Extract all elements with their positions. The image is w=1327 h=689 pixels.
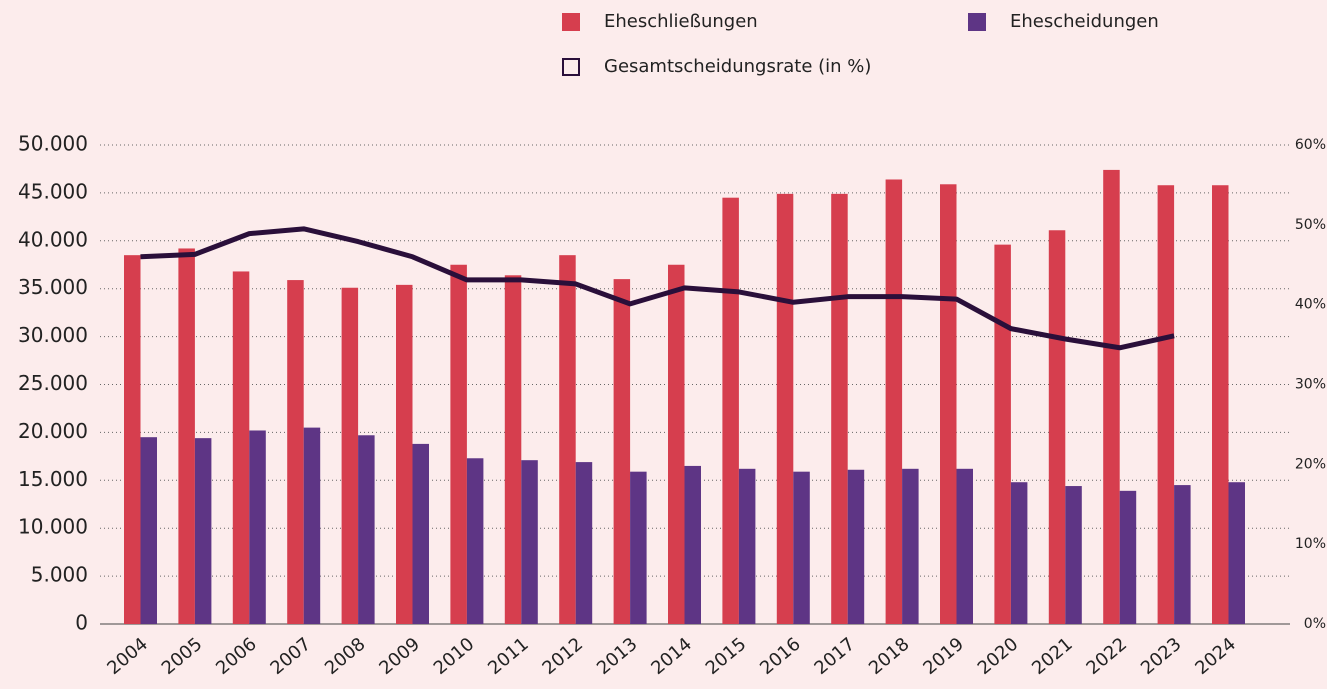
legend-swatch xyxy=(562,58,580,76)
y2-tick-label: 40% xyxy=(1295,297,1326,313)
y-tick-label: 25.000 xyxy=(18,371,88,395)
bar xyxy=(776,193,794,624)
x-tick-label: 2004 xyxy=(103,634,152,680)
bar xyxy=(847,469,865,624)
bar xyxy=(178,248,195,625)
x-tick-label: 2017 xyxy=(811,634,860,680)
bar xyxy=(303,427,321,624)
bar xyxy=(450,264,467,624)
bar xyxy=(684,465,701,624)
x-tick-label: 2010 xyxy=(430,634,479,680)
bar xyxy=(630,471,647,624)
x-tick-label: 2011 xyxy=(484,634,533,680)
x-tick-label: 2009 xyxy=(375,634,424,680)
bar xyxy=(341,287,359,624)
bar xyxy=(1048,230,1066,624)
x-tick-label: 2016 xyxy=(756,634,805,680)
x-tick-label: 2022 xyxy=(1083,634,1132,680)
bar xyxy=(287,280,304,624)
bar xyxy=(1174,485,1191,624)
y2-tick-label: 60% xyxy=(1295,137,1326,153)
bar xyxy=(521,460,538,624)
bar xyxy=(722,197,739,624)
bar xyxy=(940,184,957,624)
y2-tick-label: 20% xyxy=(1295,456,1326,472)
x-tick-label: 2008 xyxy=(321,634,370,680)
bar xyxy=(575,462,593,624)
legend-label: Eheschließungen xyxy=(604,11,758,32)
y-tick-label: 45.000 xyxy=(18,179,88,203)
bar xyxy=(358,435,375,624)
y2-tick-label: 0% xyxy=(1304,616,1326,632)
x-tick-label: 2021 xyxy=(1028,634,1077,680)
bar xyxy=(504,275,522,624)
bar xyxy=(885,179,903,624)
y-tick-label: 40.000 xyxy=(18,227,88,251)
x-tick-label: 2019 xyxy=(919,634,968,680)
line xyxy=(140,226,1175,351)
y-tick-label: 0 xyxy=(75,611,88,635)
y2-tick-label: 50% xyxy=(1295,217,1326,233)
x-tick-label: 2014 xyxy=(647,634,696,680)
x-tick-label: 2006 xyxy=(212,634,261,680)
y-tick-label: 30.000 xyxy=(18,323,88,347)
bar xyxy=(994,244,1011,624)
bar xyxy=(1065,486,1082,624)
bar xyxy=(140,437,157,624)
bar xyxy=(466,458,484,624)
y2-tick-label: 30% xyxy=(1295,377,1326,393)
bar xyxy=(1212,185,1229,624)
y-tick-label: 35.000 xyxy=(18,275,88,299)
bar xyxy=(1103,169,1120,624)
legend-label: Gesamtscheidungsrate (in %) xyxy=(604,56,871,77)
y-tick-label: 50.000 xyxy=(18,132,88,156)
legend-label: Ehescheidungen xyxy=(1010,11,1159,32)
bar xyxy=(831,193,848,624)
bar xyxy=(249,430,266,624)
bar xyxy=(793,471,810,624)
legend-swatch xyxy=(968,13,986,31)
bar xyxy=(1119,490,1137,624)
bar xyxy=(1010,482,1028,624)
bar xyxy=(1157,185,1175,624)
x-tick-label: 2024 xyxy=(1191,634,1240,680)
y-tick-label: 10.000 xyxy=(18,515,88,539)
x-tick-label: 2007 xyxy=(267,634,316,680)
y-tick-label: 5.000 xyxy=(31,563,88,587)
bar xyxy=(613,279,631,624)
bar xyxy=(738,468,756,624)
x-tick-label: 2012 xyxy=(539,634,588,680)
bar xyxy=(1228,482,1245,624)
x-tick-label: 2018 xyxy=(865,634,914,680)
x-tick-label: 2023 xyxy=(1137,634,1186,680)
bar xyxy=(902,468,919,624)
bar xyxy=(232,271,250,624)
x-tick-label: 2005 xyxy=(158,634,207,680)
bar xyxy=(396,284,413,624)
bar xyxy=(559,255,576,625)
bar xyxy=(194,438,212,624)
x-tick-label: 2013 xyxy=(593,634,642,680)
bar xyxy=(956,468,973,624)
x-tick-label: 2020 xyxy=(974,634,1023,680)
y-tick-label: 15.000 xyxy=(18,467,88,491)
legend-swatch xyxy=(562,13,580,31)
bar xyxy=(412,443,429,624)
bar xyxy=(124,255,141,625)
x-tick-label: 2015 xyxy=(702,634,751,680)
y2-tick-label: 10% xyxy=(1295,536,1326,552)
bar xyxy=(668,264,685,624)
y-tick-label: 20.000 xyxy=(18,419,88,443)
